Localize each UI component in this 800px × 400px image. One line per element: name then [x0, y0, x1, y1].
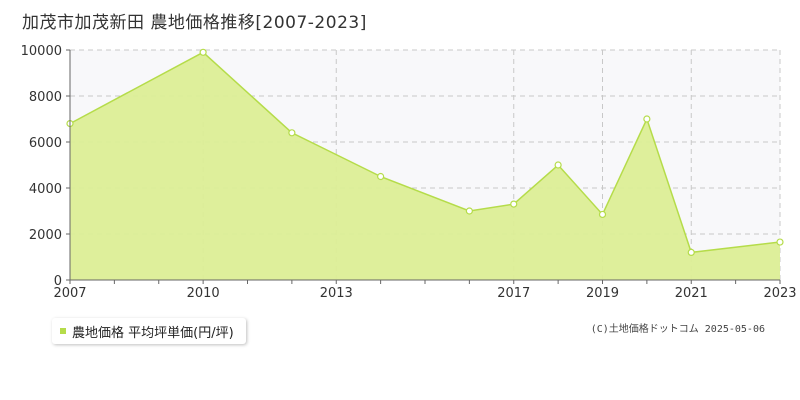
data-point	[288, 129, 296, 137]
legend-label: 農地価格 平均坪単価(円/坪)	[72, 325, 234, 341]
y-tick-label: 6000	[29, 136, 62, 151]
chart-title: 加茂市加茂新田 農地価格推移[2007-2023]	[22, 13, 367, 33]
x-tick-label: 2023	[763, 286, 796, 301]
x-tick-labels: 2007 2010 2013 2017 2019 2021 2023	[53, 280, 797, 301]
data-point	[199, 48, 207, 56]
data-point	[643, 115, 651, 123]
x-tick-label: 2007	[53, 286, 86, 301]
area-fill	[70, 52, 780, 280]
x-tick-label: 2013	[320, 286, 353, 301]
data-point	[687, 248, 695, 256]
y-tick-label: 4000	[29, 182, 62, 197]
legend-swatch	[60, 328, 66, 334]
data-point	[510, 200, 518, 208]
x-tick-label: 2019	[586, 286, 619, 301]
data-point	[377, 172, 385, 181]
data-point	[776, 238, 784, 246]
data-point	[465, 207, 473, 215]
y-tick-label: 8000	[29, 90, 62, 105]
y-tick-labels: 0 2000 4000 6000 8000 10000	[21, 44, 70, 289]
x-tick-label: 2010	[187, 286, 220, 301]
y-tick-label: 0	[54, 274, 62, 289]
x-tick-label: 2017	[497, 286, 530, 301]
data-point	[554, 161, 562, 169]
copyright-text: (C)土地価格ドットコム 2025-05-06	[590, 324, 765, 335]
x-tick-label: 2021	[675, 286, 708, 301]
data-point	[598, 210, 607, 219]
y-tick-label: 10000	[21, 44, 62, 59]
legend: 農地価格 平均坪単価(円/坪)	[52, 318, 246, 344]
y-tick-label: 2000	[29, 228, 62, 243]
data-points	[66, 48, 784, 256]
